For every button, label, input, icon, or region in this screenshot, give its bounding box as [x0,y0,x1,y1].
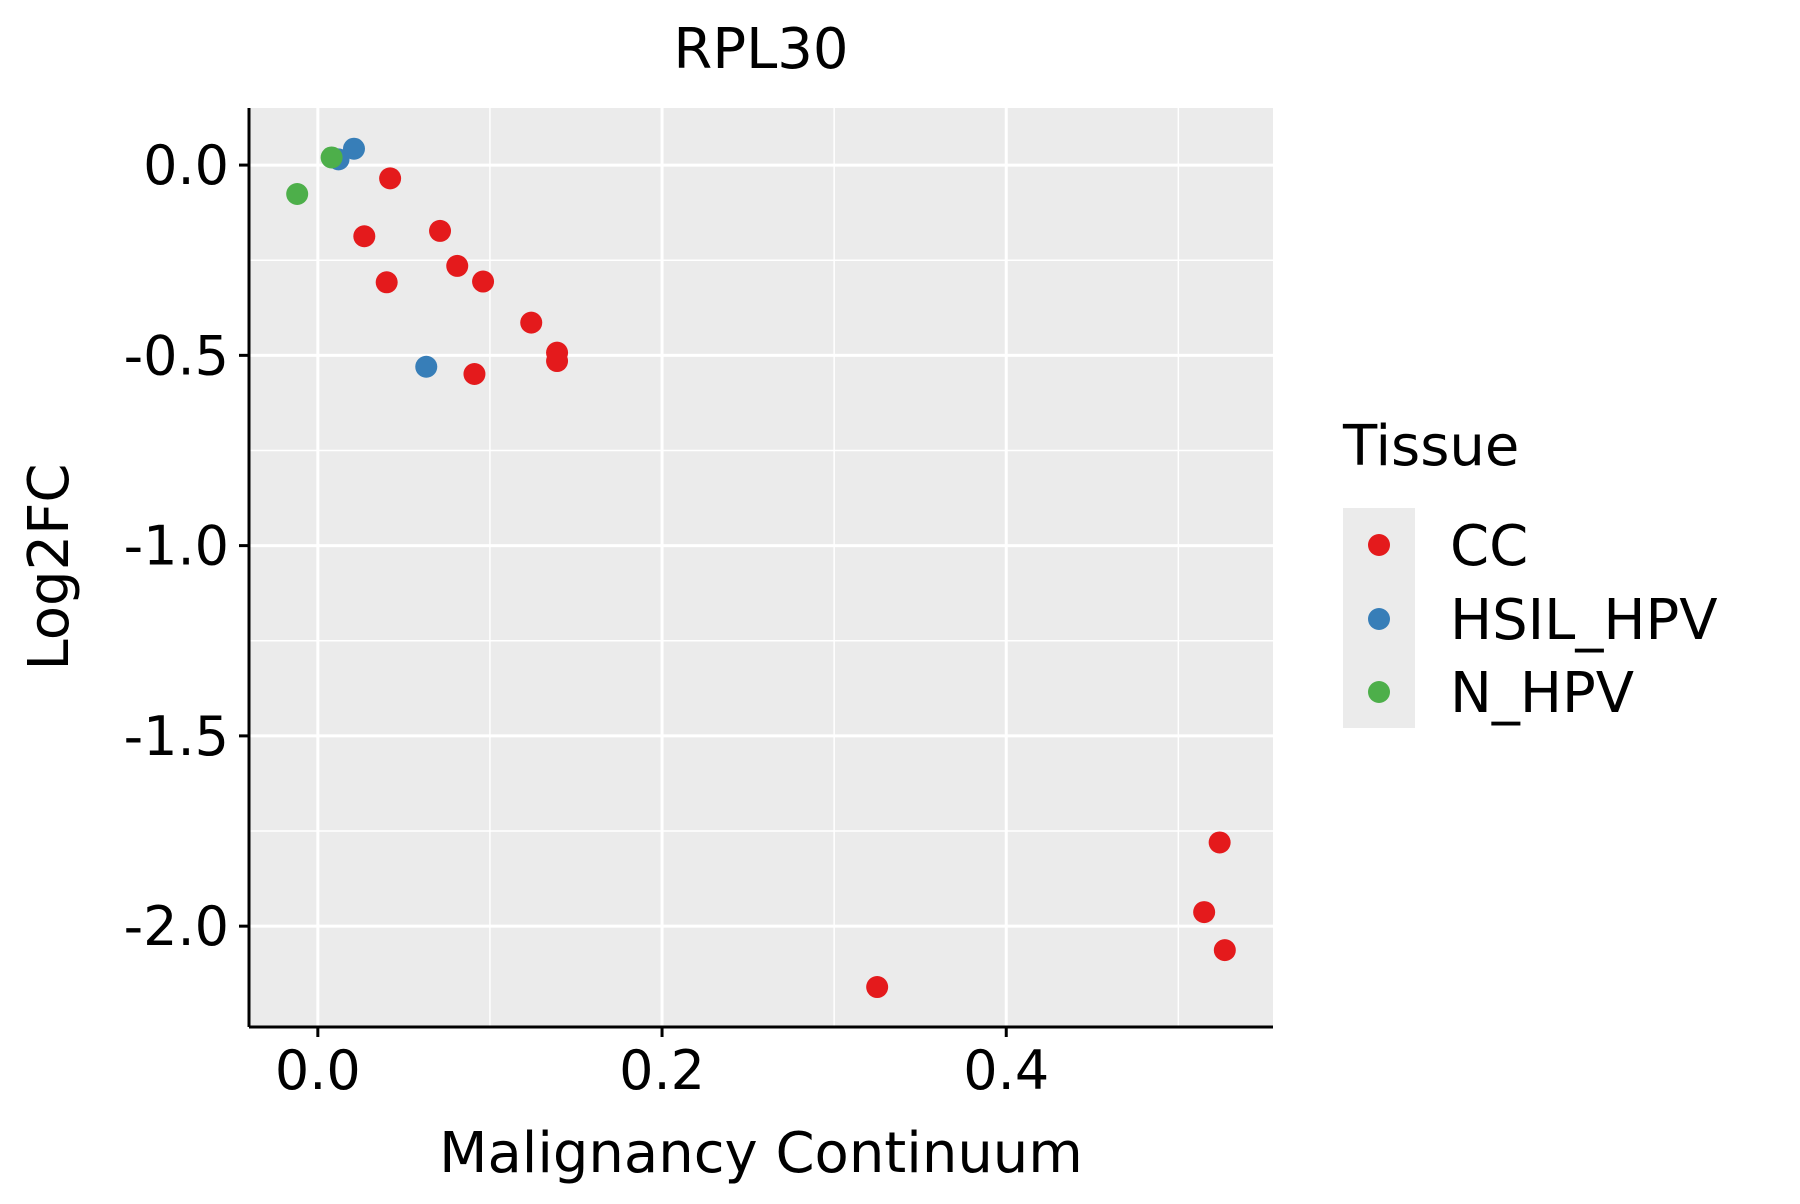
legend-key-n-hpv [1368,681,1390,703]
point-cc [1208,831,1231,854]
point-cc [866,976,889,999]
point-cc [375,271,398,294]
y-tick-label: 0.0 [143,134,229,197]
point-cc [520,311,543,334]
point-hsil-hpv [342,137,365,160]
point-cc [353,225,376,248]
point-cc [463,362,486,385]
chart-title: RPL30 [673,17,848,82]
minor-gridlines [249,108,1273,1027]
x-tick-label: 0.4 [963,1039,1049,1102]
y-axis-label: Log2FC [17,464,82,671]
legend: Tissue CC HSIL_HPV N_HPV [1342,414,1718,728]
legend-label: HSIL_HPV [1450,588,1718,653]
x-axis-label: Malignancy Continuum [439,1121,1083,1186]
point-cc [1193,901,1216,924]
point-cc [446,254,469,277]
point-cc [1213,939,1236,962]
y-tick-label: -1.0 [124,515,229,578]
point-hsil-hpv [415,355,438,378]
point-cc [546,350,569,373]
legend-label: CC [1450,514,1528,579]
point-n-hpv [320,146,343,169]
y-tick-label: -0.5 [124,324,229,387]
point-n-hpv [286,183,309,206]
point-cc [429,219,452,242]
major-gridlines [249,108,1273,1027]
legend-label: N_HPV [1450,661,1634,726]
y-tick-label: -1.5 [124,705,229,768]
legend-key-cc [1368,534,1390,556]
point-cc [379,167,402,190]
x-tick-label: 0.0 [275,1039,361,1102]
x-axis-ticks: 0.0 0.2 0.4 [275,1027,1049,1102]
data-points [286,137,1236,999]
legend-title: Tissue [1342,414,1519,479]
x-tick-label: 0.2 [619,1039,705,1102]
y-axis-ticks: 0.0 -0.5 -1.0 -1.5 -2.0 [124,134,249,958]
plot-panel [249,108,1273,1027]
point-cc [472,270,495,293]
legend-entries: CC HSIL_HPV N_HPV [1368,514,1718,726]
y-tick-label: -2.0 [124,895,229,958]
legend-key-hsil-hpv [1368,608,1390,630]
